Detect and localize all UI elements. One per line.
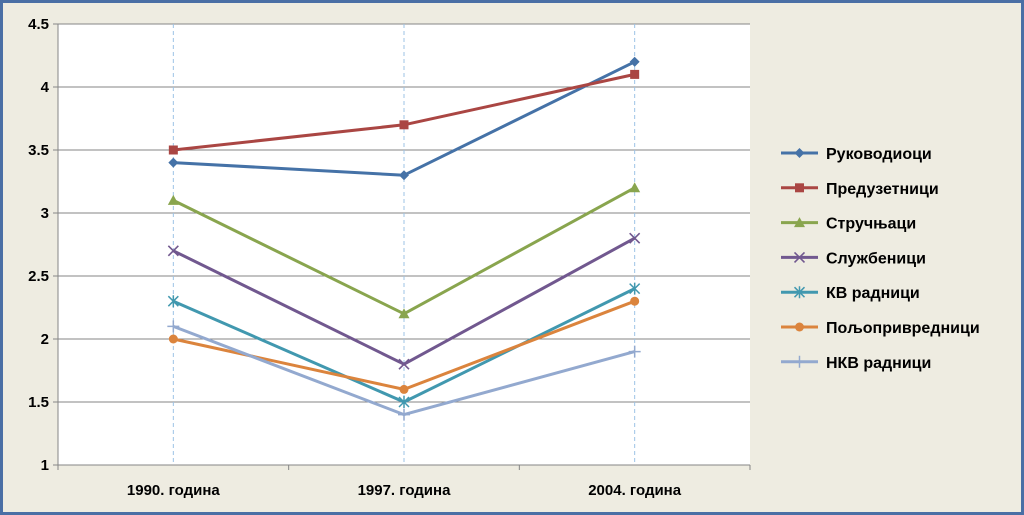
- legend-item: НКВ радници: [781, 355, 931, 372]
- legend-label: Пољопривредници: [826, 320, 980, 337]
- data-point: [629, 182, 641, 193]
- series-7: [167, 320, 641, 421]
- legend-item: Стручњаци: [781, 216, 916, 233]
- y-tick-label: 4: [41, 79, 50, 96]
- y-tick-label: 1.5: [28, 394, 49, 411]
- data-point: [399, 170, 409, 181]
- data-point: [630, 296, 640, 306]
- legend-marker: [793, 355, 806, 368]
- x-tick-label: 1990. година: [127, 482, 221, 499]
- x-tick-label: 1997. година: [358, 482, 452, 499]
- y-tick-label: 3.5: [28, 142, 49, 159]
- legend-item: Руководиоци: [781, 146, 932, 163]
- legend-item: Пољопривредници: [781, 320, 980, 337]
- data-point: [399, 384, 409, 394]
- y-axis-ticks: 1 1.5 2 2.5 3 3.5 4 4.5: [28, 16, 58, 474]
- data-point: [629, 56, 640, 67]
- legend-marker: [794, 148, 805, 158]
- series-3: [167, 182, 641, 319]
- data-point: [167, 194, 179, 205]
- legend-marker: [793, 251, 806, 263]
- data-point: [398, 308, 410, 319]
- data-point: [398, 358, 410, 370]
- y-tick-label: 2: [41, 331, 49, 348]
- series-layer: [167, 56, 641, 421]
- series-1: [168, 56, 640, 181]
- x-axis-ticks: 1990. година 1997. година 2004. година: [57, 465, 751, 499]
- data-point: [398, 396, 410, 408]
- legend-label: Руководиоци: [826, 146, 932, 163]
- legend-item: КВ радници: [781, 285, 920, 302]
- series-5: [167, 282, 641, 408]
- series-4: [167, 232, 641, 370]
- data-point: [629, 282, 641, 295]
- legend-label: Службеници: [826, 250, 926, 267]
- legend-marker: [795, 183, 804, 193]
- legend-label: Предузетници: [826, 181, 939, 198]
- data-point: [168, 145, 178, 155]
- data-point: [399, 120, 409, 130]
- y-tick-label: 2.5: [28, 268, 49, 285]
- legend-marker: [793, 286, 806, 299]
- legend-item: Предузетници: [781, 181, 939, 198]
- legend-marker: [794, 217, 805, 228]
- y-tick-label: 4.5: [28, 16, 49, 33]
- legend-label: НКВ радници: [826, 355, 931, 372]
- data-point: [629, 232, 641, 244]
- x-tick-label: 2004. година: [588, 482, 682, 499]
- legend-item: Службеници: [781, 250, 926, 267]
- data-point: [628, 345, 641, 358]
- data-point: [168, 157, 179, 168]
- data-point: [168, 334, 178, 344]
- data-point: [398, 408, 410, 421]
- legend-label: КВ радници: [826, 285, 920, 302]
- legend: Руководиоци Предузетници Стручњаци Службени…: [781, 146, 980, 372]
- legend-label: Стручњаци: [826, 216, 916, 233]
- series-2: [168, 69, 640, 155]
- axes: [57, 24, 750, 466]
- y-tick-label: 1: [41, 457, 49, 474]
- data-point: [630, 69, 640, 79]
- data-point: [167, 245, 179, 257]
- data-point: [167, 295, 179, 308]
- y-tick-label: 3: [41, 205, 49, 222]
- data-point: [167, 320, 180, 333]
- legend-marker: [795, 322, 804, 332]
